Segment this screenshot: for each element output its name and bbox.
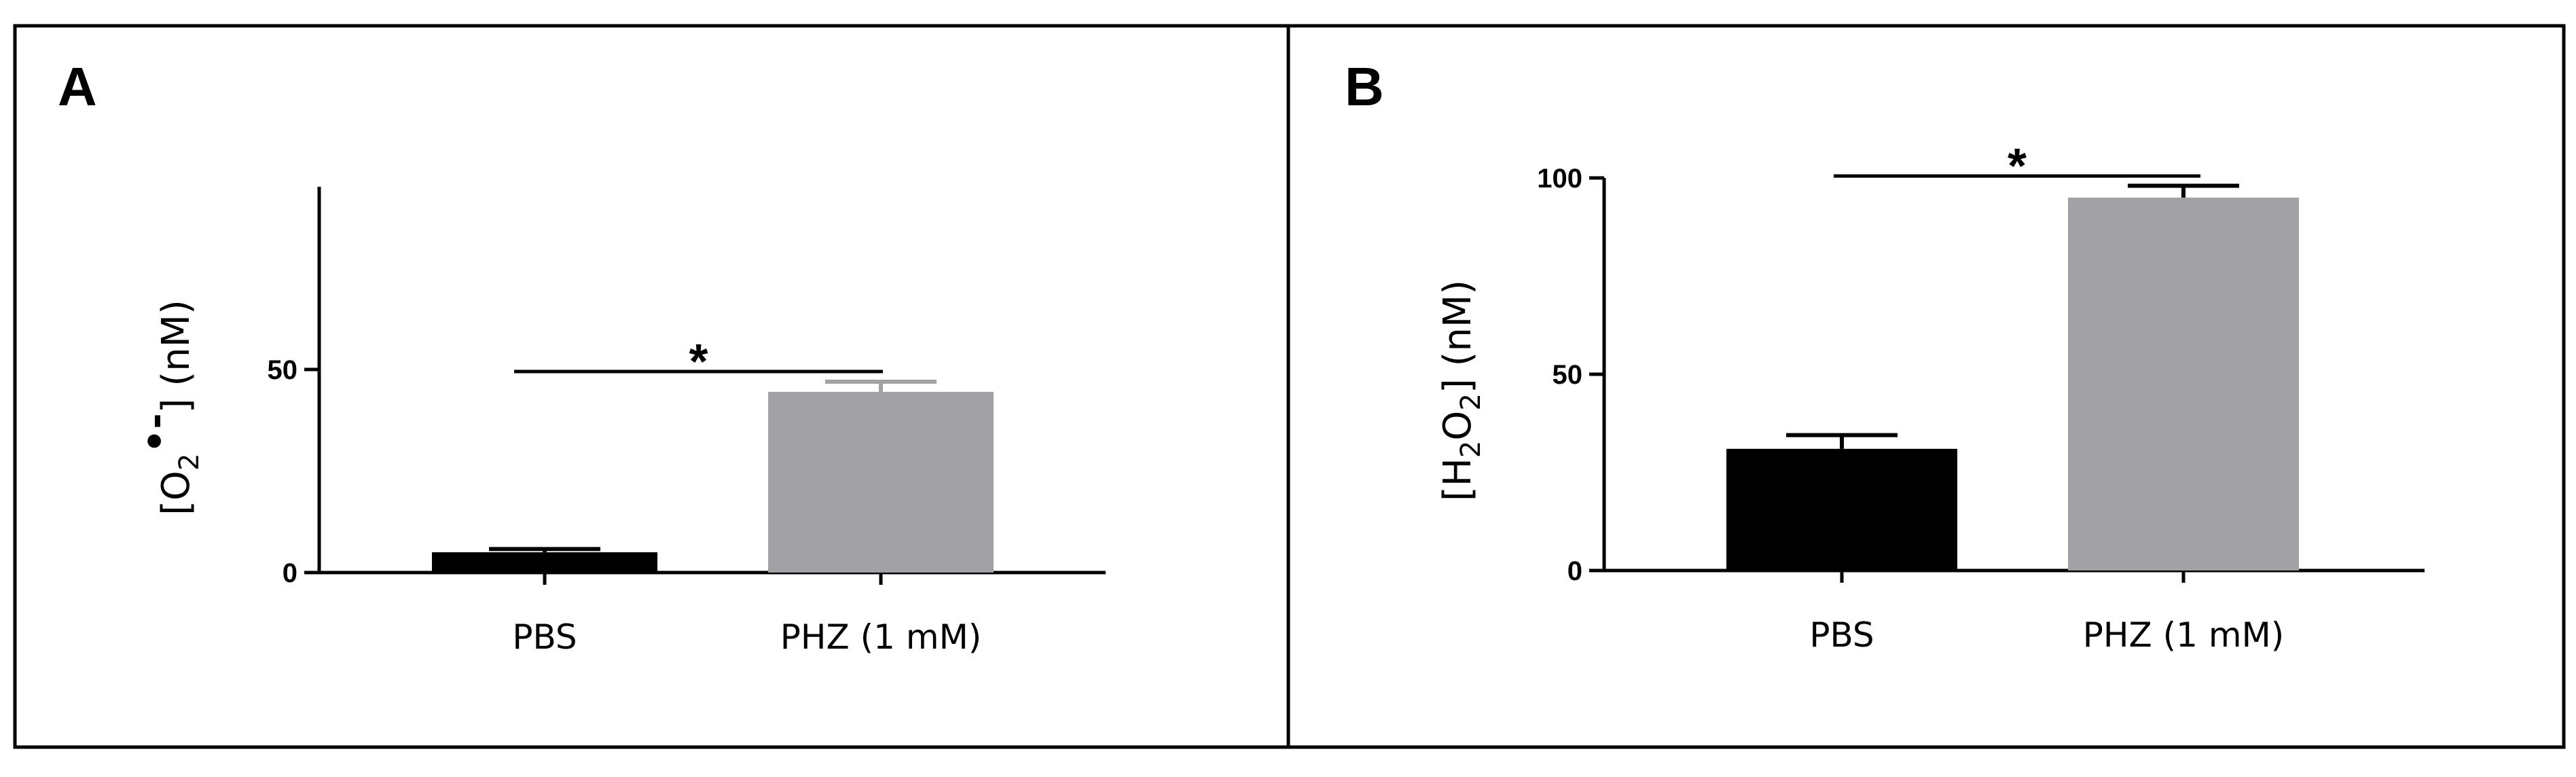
panel-a: A [O2•-] (nM) 0 50 PBS PHZ (1 mM) *	[58, 56, 1106, 657]
panel-b-y-tick-label: 50	[1553, 360, 1583, 390]
panel-b-y-tick-label: 100	[1537, 164, 1582, 194]
panel-a-bar-0	[432, 552, 657, 573]
panel-b-bar-0	[1726, 448, 1957, 571]
panel-a-y-tick-label: 0	[283, 558, 297, 588]
panel-b-axes: 0 50 100	[1537, 164, 2425, 586]
panel-a-marks: PBS PHZ (1 mM) *	[432, 335, 994, 657]
panel-a-significance-star: *	[689, 335, 708, 389]
panel-b-bar-1	[2068, 197, 2299, 571]
panel-b-category-label-0: PBS	[1809, 615, 1874, 655]
panel-b-marks: PBS PHZ (1 mM) *	[1726, 139, 2299, 655]
panel-a-y-tick-label: 50	[268, 355, 298, 385]
panel-b-y-axis-label: [H2O2] (nM)	[1436, 280, 1487, 501]
panel-a-bar-1	[768, 391, 994, 573]
panel-b-category-label-1: PHZ (1 mM)	[2083, 615, 2284, 655]
panel-a-label: A	[58, 56, 97, 117]
panel-a-category-label-0: PBS	[512, 617, 577, 657]
panel-b: B [H2O2] (nM) 0 50 100 PBS PHZ (1 mM) *	[1345, 56, 2425, 655]
panel-b-label: B	[1345, 56, 1384, 117]
panel-b-y-tick-label: 0	[1567, 556, 1582, 586]
panel-a-category-label-1: PHZ (1 mM)	[780, 617, 981, 657]
panel-a-y-axis-label: [O2•-] (nM)	[134, 300, 205, 516]
panel-b-significance-star: *	[2008, 139, 2027, 194]
